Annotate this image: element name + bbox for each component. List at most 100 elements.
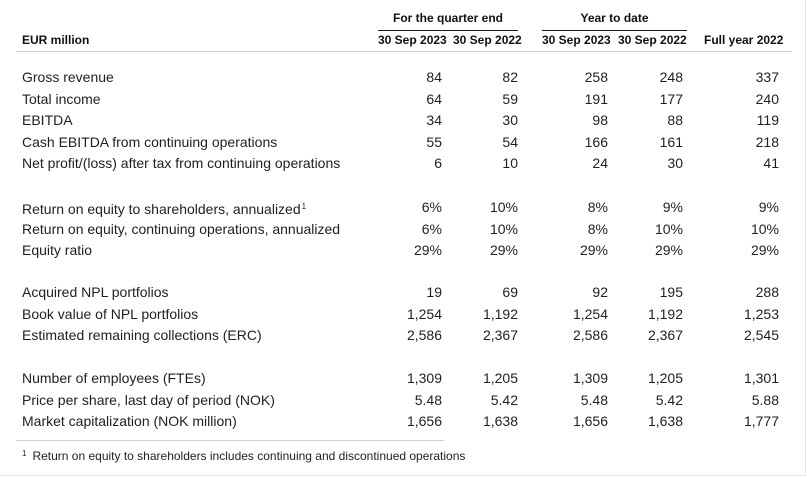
table-cell: 288 (755, 284, 779, 300)
column-header-ytd-2023: 30 Sep 2023 (542, 33, 611, 47)
table-cell: 29% (654, 242, 683, 259)
table-cell: 258 (584, 69, 608, 85)
row-label: Acquired NPL portfolios (22, 281, 169, 303)
table-cell: 5.48 (580, 391, 608, 408)
table-cell: 1,638 (482, 413, 518, 430)
table-cell: 1,192 (647, 305, 683, 322)
row-label: Cash EBITDA from continuing operations (22, 131, 277, 153)
table-row: Number of employees (FTEs) 1,309 1,205 1,30… (22, 367, 792, 389)
column-header-full-year-2022: Full year 2022 (704, 33, 784, 47)
table-row: Cash EBITDA from continuing operations 55… (22, 131, 792, 153)
quarter-group-rule (378, 30, 518, 31)
row-label-text: EBITDA (22, 112, 73, 129)
table-cell: 88 (667, 112, 683, 129)
table-cell: 166 (584, 133, 608, 150)
row-label-text: Price per share, last day of period (NOK… (22, 391, 275, 408)
table-cell: 64 (426, 90, 442, 107)
table-cell: 1,205 (482, 370, 518, 386)
table-cell: 10% (654, 220, 683, 237)
table-cell: 1,192 (482, 305, 518, 322)
table-cell: 1,301 (743, 370, 779, 386)
table-cell: 19 (426, 284, 442, 300)
row-label: Price per share, last day of period (NOK… (22, 389, 275, 411)
table-cell: 240 (755, 90, 779, 107)
table-cell: 195 (659, 284, 683, 300)
row-label-text: Book value of NPL portfolios (22, 305, 199, 322)
row-label-text: Estimated remaining collections (ERC) (22, 327, 262, 344)
row-label-text: Return on equity, continuing operations,… (22, 220, 341, 237)
table-cell: 92 (592, 284, 608, 300)
row-label: Market capitalization (NOK million) (22, 410, 237, 432)
table-cell: 5.88 (751, 391, 779, 408)
row-label-text: Equity ratio (22, 242, 93, 259)
table-cell: 1,253 (743, 305, 779, 322)
ytd-group-rule (542, 30, 687, 31)
column-header-ytd-2022: 30 Sep 2022 (618, 33, 687, 47)
table-cell: 10% (489, 220, 518, 237)
table-cell: 177 (659, 90, 683, 107)
footnote-divider (16, 440, 444, 441)
table-cell: 10% (750, 220, 779, 237)
footnote-marker: 1 (22, 449, 27, 458)
ytd-group-label: Year to date (580, 11, 649, 25)
table-cell: 55 (426, 133, 442, 150)
row-label-text: Number of employees (FTEs) (22, 370, 206, 386)
row-label: Book value of NPL portfolios (22, 303, 198, 325)
table-cell: 2,367 (647, 327, 683, 344)
table-cell: 218 (755, 133, 779, 150)
table-cell: 119 (756, 112, 779, 129)
table-cell: 10 (502, 155, 518, 172)
table-cell: 30 (667, 155, 683, 172)
table-row: Price per share, last day of period (NOK… (22, 389, 792, 411)
table-cell: 248 (659, 69, 683, 85)
table-cell: 1,656 (406, 413, 442, 430)
table-cell: 34 (426, 112, 442, 129)
table-cell: 6 (434, 155, 442, 172)
table-cell: 29% (579, 242, 608, 259)
table-row: Market capitalization (NOK million) 1,656… (22, 410, 792, 432)
table-cell: 161 (659, 133, 683, 150)
footnote-reference: 1 (301, 202, 307, 211)
row-label: Estimated remaining collections (ERC) (22, 324, 262, 346)
table-cell: 1,205 (647, 370, 683, 386)
table-cell: 59 (502, 90, 518, 107)
table-cell: 9% (758, 199, 779, 215)
table-cell: 2,367 (482, 327, 518, 344)
row-label-text: Total income (22, 90, 101, 107)
table-cell: 69 (502, 284, 518, 300)
quarter-group-label: For the quarter end (392, 11, 503, 25)
table-row: Equity ratio 29% 29% 29% 29% 29% (22, 239, 792, 261)
table-row: Gross revenue 84 82 258 248 337 (22, 66, 792, 88)
table-row: Total income 64 59 191 177 240 (22, 88, 792, 110)
table-cell: 2,586 (572, 327, 608, 344)
table-cell: 84 (426, 69, 442, 85)
table-cell: 9% (662, 199, 683, 215)
table-cell: 2,586 (406, 327, 442, 344)
row-label: Equity ratio (22, 239, 92, 261)
footnote-text: Return on equity to shareholders include… (32, 449, 466, 463)
table-cell: 29% (413, 242, 442, 259)
table-row: Return on equity to shareholders, annual… (22, 196, 792, 218)
table-row: Net profit/(loss) after tax from continu… (22, 152, 792, 174)
table-cell: 6% (421, 220, 442, 237)
row-label: Net profit/(loss) after tax from continu… (22, 152, 340, 174)
table-cell: 98 (592, 112, 608, 129)
table-cell: 82 (502, 69, 518, 85)
table-cell: 24 (592, 155, 608, 172)
table-cell: 8% (587, 199, 608, 215)
table-cell: 5.42 (655, 391, 683, 408)
table-cell: 41 (763, 155, 779, 172)
table-row: Estimated remaining collections (ERC) 2,5… (22, 324, 792, 346)
table-cell: 1,254 (406, 305, 442, 322)
table-cell: 2,545 (743, 327, 779, 344)
table-cell: 30 (502, 112, 518, 129)
column-header-q-2022: 30 Sep 2022 (453, 33, 522, 47)
unit-label: EUR million (22, 33, 90, 47)
table-cell: 1,638 (647, 413, 683, 430)
table-cell: 6% (421, 199, 442, 215)
table-cell: 1,656 (572, 413, 608, 430)
table-cell: 5.48 (414, 391, 442, 408)
table-cell: 191 (584, 90, 608, 107)
row-label: EBITDA (22, 109, 73, 131)
